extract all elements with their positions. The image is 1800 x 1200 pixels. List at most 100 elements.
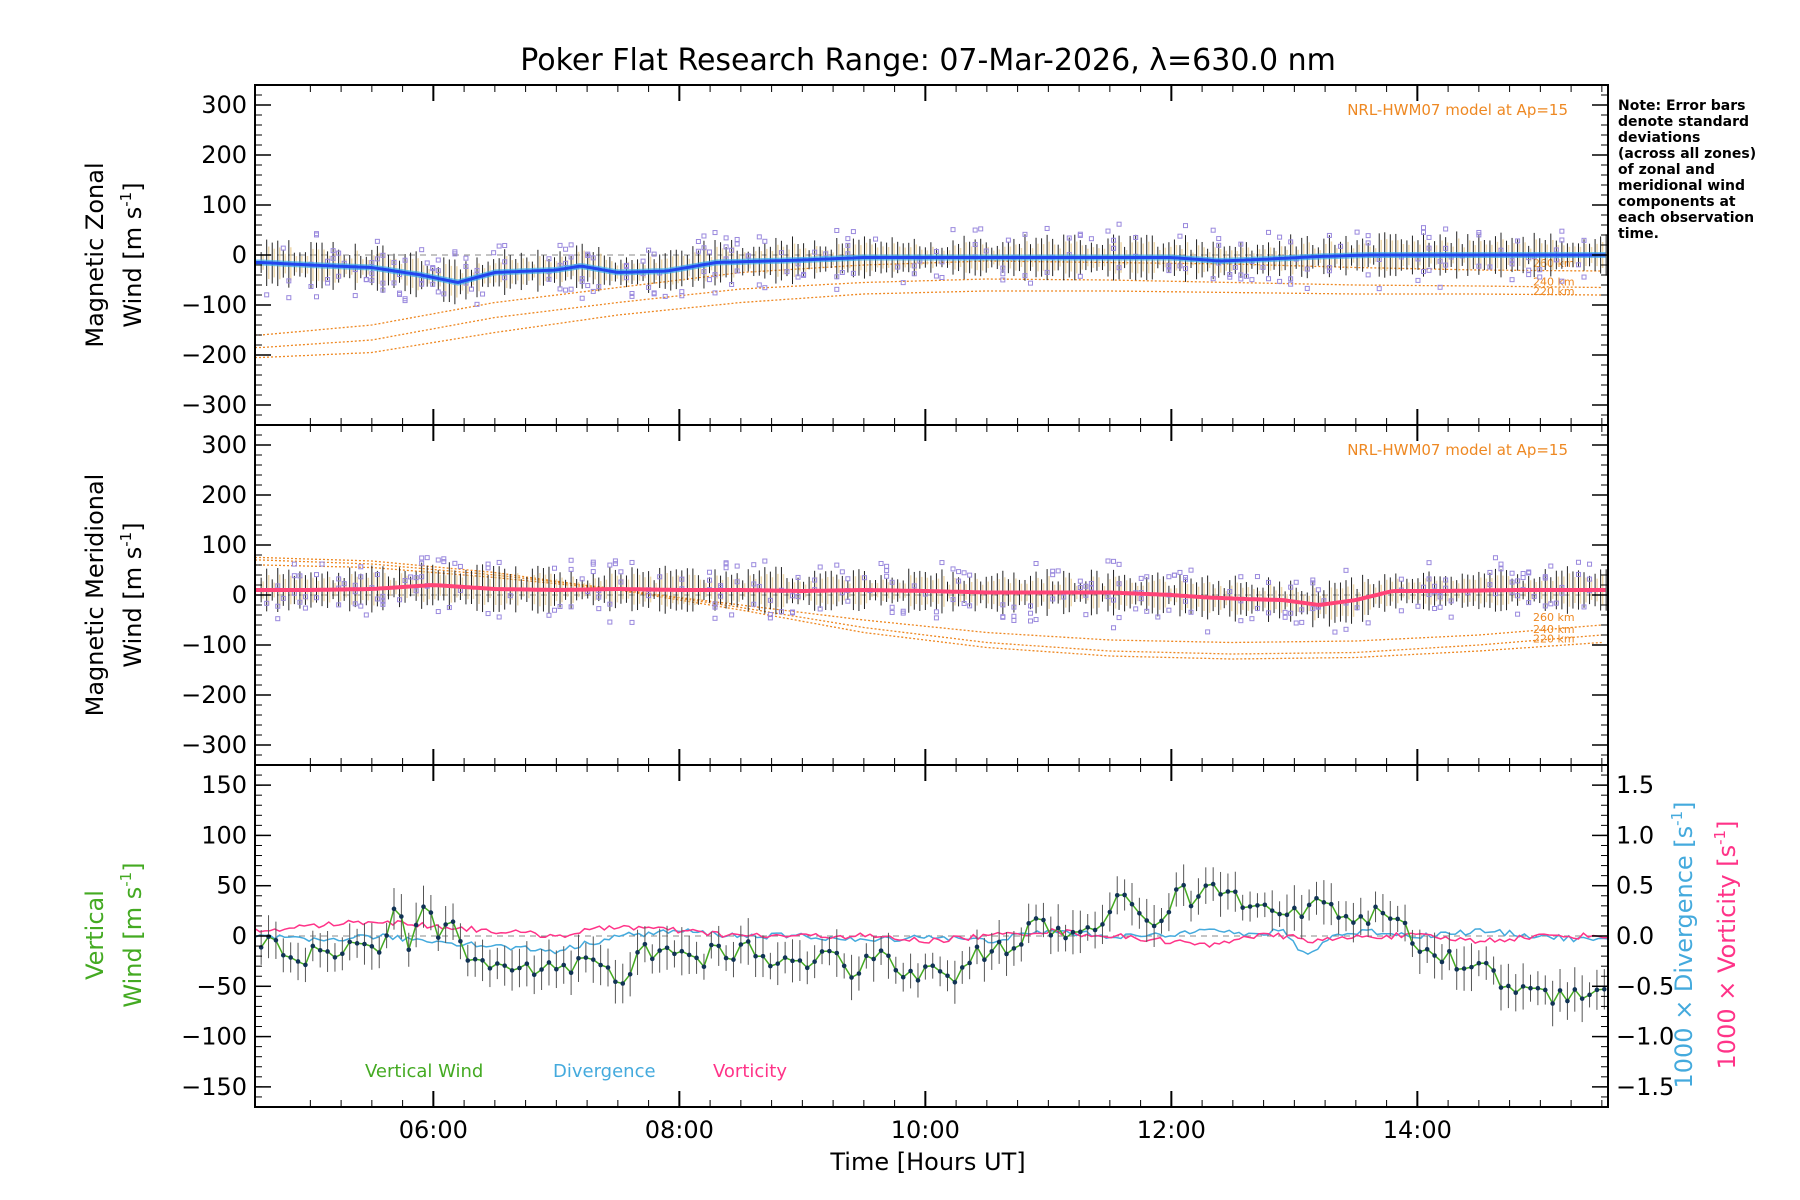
zone-marker: [596, 594, 602, 600]
zone-marker: [723, 560, 729, 566]
zone-marker: [363, 612, 369, 618]
vertical-wind-point: [1233, 889, 1238, 895]
vertical-wind-point: [1417, 949, 1423, 955]
zone-marker: [961, 600, 967, 606]
zone-marker: [1055, 568, 1061, 574]
y-tick-label: −150: [181, 1073, 247, 1101]
zone-marker: [563, 246, 569, 252]
vertical-wind-point: [517, 965, 522, 971]
zone-marker: [1526, 600, 1532, 606]
vertical-wind-point: [1210, 881, 1216, 887]
zone-marker: [546, 256, 552, 262]
zone-marker: [629, 619, 635, 625]
vertical-wind-point: [716, 943, 722, 949]
zone-marker: [590, 561, 596, 567]
vertical-wind-point: [731, 957, 736, 962]
zone-marker: [590, 288, 596, 294]
vertical-wind-point: [1439, 959, 1445, 965]
zone-marker: [1515, 238, 1521, 244]
zone-marker: [1116, 221, 1122, 227]
zone-marker: [834, 286, 840, 292]
vertical-wind-point: [982, 957, 987, 963]
zone-marker: [706, 277, 712, 283]
zone-marker: [823, 251, 829, 257]
zone-marker: [369, 271, 375, 277]
vertical-wind-point: [620, 981, 626, 986]
zone-marker: [629, 293, 635, 299]
vertical-wind-point: [1203, 883, 1209, 888]
vertical-wind-point: [583, 955, 589, 960]
vertical-wind-point: [1151, 923, 1157, 929]
vertical-wind-point: [1432, 953, 1437, 958]
zone-marker: [480, 291, 486, 297]
zone-marker: [1022, 273, 1028, 279]
zone-marker: [911, 263, 917, 269]
y-tick-label: 0: [232, 922, 247, 950]
zone-marker: [978, 226, 984, 232]
zone-marker: [352, 601, 358, 607]
zone-marker: [1066, 235, 1072, 241]
zone-marker: [1365, 272, 1371, 278]
vertical-wind-point: [1033, 916, 1039, 921]
zone-marker: [280, 595, 286, 601]
vertical-wind-point: [421, 904, 426, 910]
zone-marker: [751, 581, 757, 587]
y-tick-label: 200: [201, 481, 247, 509]
zone-marker: [612, 561, 618, 567]
zone-marker: [839, 269, 845, 275]
zone-marker: [623, 275, 629, 281]
vertical-wind-point: [1218, 892, 1223, 897]
vertical-wind-point: [1114, 892, 1120, 898]
zone-marker: [1077, 585, 1083, 591]
zone-marker: [900, 280, 906, 286]
zone-marker: [767, 612, 773, 618]
zone-marker: [1299, 607, 1305, 613]
vertical-wind-point: [893, 967, 899, 973]
vorticity-ylabel-text: 1000 × Vorticity [s-1]: [1711, 821, 1741, 1070]
zone-marker: [419, 247, 425, 253]
vertical-wind-point: [1018, 942, 1024, 947]
vertical-wind-point: [967, 960, 972, 966]
zone-marker: [369, 259, 375, 265]
zone-marker: [1426, 245, 1432, 251]
zone-marker: [1421, 225, 1426, 231]
zone-marker: [380, 601, 386, 607]
zone-marker: [369, 277, 375, 283]
zone-marker: [1448, 598, 1454, 604]
note-line: time.: [1618, 226, 1659, 242]
vertical-wind-point: [465, 958, 471, 963]
zone-marker: [1088, 236, 1094, 242]
zone-marker: [374, 596, 380, 602]
zone-marker: [1022, 231, 1028, 237]
zone-marker: [552, 607, 558, 613]
vertical-wind-point: [325, 949, 330, 954]
vertical-wind-point: [1336, 915, 1341, 920]
zone-marker: [850, 270, 856, 276]
zone-marker: [729, 612, 735, 618]
zone-marker: [712, 601, 718, 607]
zone-marker: [1437, 594, 1443, 600]
vertical-wind-point: [841, 963, 847, 969]
zone-marker: [718, 583, 724, 589]
vertical-wind-point: [1321, 900, 1327, 905]
vertical-wind-point: [768, 963, 773, 969]
zone-marker: [1216, 236, 1222, 242]
zone-marker: [1537, 267, 1543, 273]
vertical-wind-point: [1269, 908, 1275, 913]
vertical-wind-point: [590, 957, 596, 962]
vertical-wind-point: [804, 965, 810, 971]
vertical-wind-point: [1469, 964, 1474, 970]
vertical-wind-point: [1166, 909, 1172, 915]
zone-marker: [845, 242, 851, 248]
zone-marker: [374, 238, 380, 244]
vertical-wind-point: [605, 965, 611, 970]
zone-marker: [889, 579, 895, 585]
vertical-wind-point: [1107, 909, 1113, 915]
vertical-wind-point: [952, 979, 958, 985]
zone-marker: [795, 574, 801, 580]
zone-marker: [419, 555, 425, 561]
zone-marker: [314, 572, 319, 578]
vertical-wind-point: [1542, 987, 1548, 993]
zone-marker: [911, 583, 917, 589]
zone-marker: [1415, 277, 1421, 283]
